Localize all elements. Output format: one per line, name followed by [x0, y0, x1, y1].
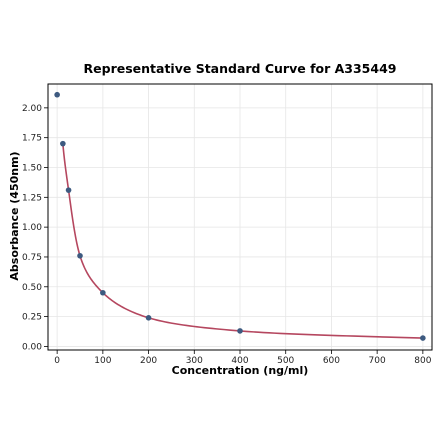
data-point: [65, 187, 72, 193]
y-axis-ticks: 0.00 0.25 0.50 0.75 1.00 1.25 1.50 1.75 2.00: [22, 104, 48, 352]
x-tick-label: 600: [323, 356, 340, 366]
data-point: [100, 289, 106, 296]
x-tick-label: 700: [369, 356, 386, 366]
y-axis-label: Absorbance (450nm): [8, 151, 21, 280]
data-point: [237, 328, 243, 334]
data-point: [77, 252, 83, 259]
data-points: [54, 91, 426, 341]
y-tick-label: 0.50: [22, 283, 42, 293]
x-tick-label: 800: [414, 356, 431, 366]
y-tick-label: 1.00: [22, 223, 42, 233]
y-tick-label: 0.75: [22, 253, 42, 263]
y-tick-label: 1.25: [22, 193, 42, 203]
y-tick-label: 0.00: [22, 342, 42, 352]
y-tick-label: 0.25: [22, 313, 42, 323]
x-tick-label: 0: [54, 356, 60, 366]
chart-title: Representative Standard Curve for A33544…: [84, 61, 397, 76]
x-tick-label: 300: [186, 356, 203, 366]
x-tick-label: 500: [277, 356, 294, 366]
x-axis-label: Concentration (ng/ml): [172, 364, 309, 377]
y-tick-label: 1.75: [22, 134, 42, 144]
data-point: [145, 314, 152, 321]
y-tick-label: 1.50: [22, 163, 42, 173]
data-point: [60, 140, 66, 147]
data-point: [54, 91, 60, 98]
grid: [48, 84, 432, 350]
x-axis-ticks: 0 100 200 300 400 500 600 700 800: [54, 350, 432, 366]
x-tick-label: 100: [94, 356, 111, 366]
data-point: [420, 335, 426, 341]
x-tick-label: 200: [140, 356, 157, 366]
y-tick-label: 2.00: [22, 104, 42, 114]
x-tick-label: 400: [231, 356, 248, 366]
